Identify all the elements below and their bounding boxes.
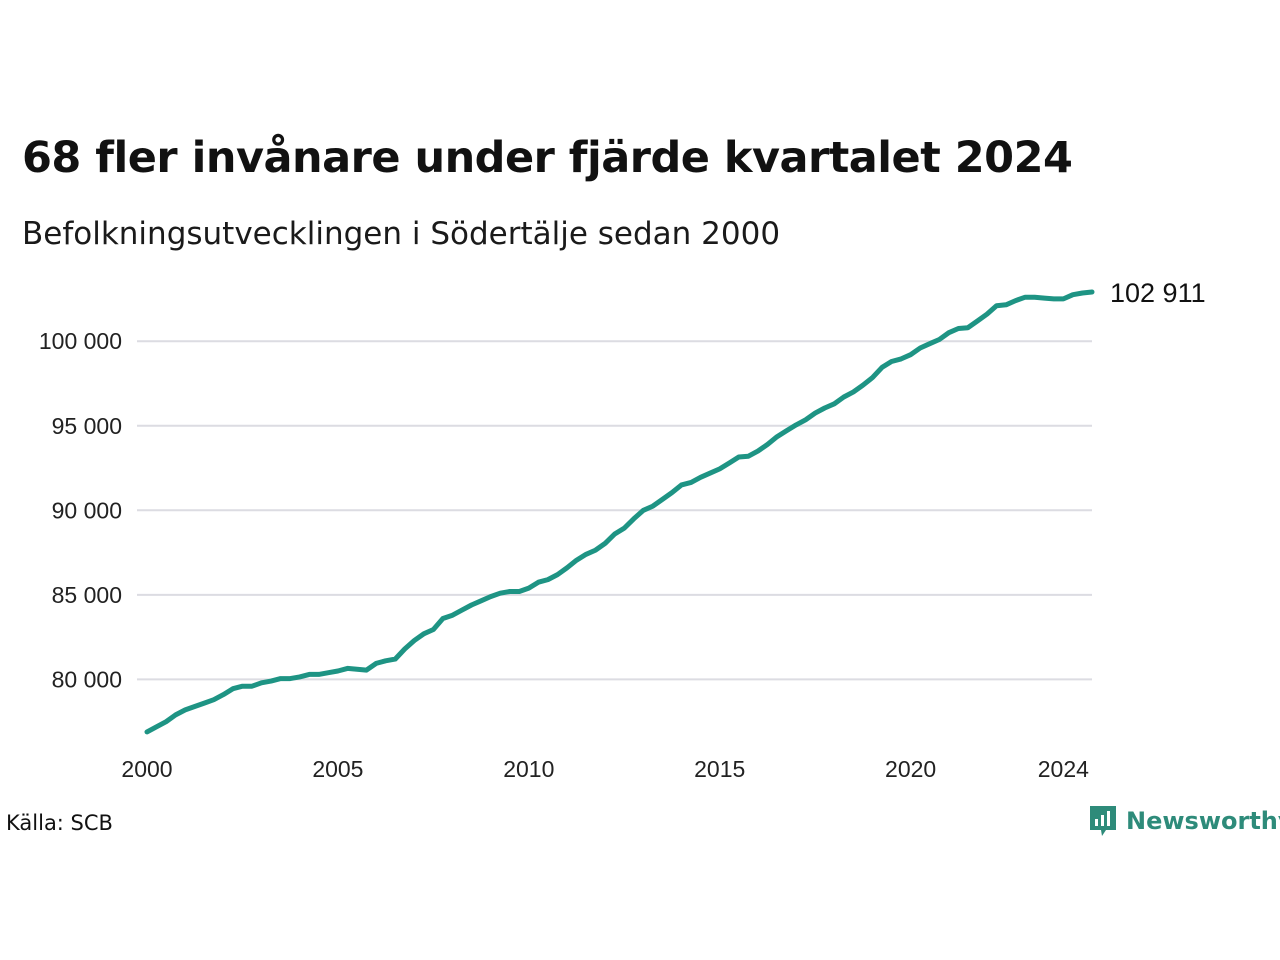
x-tick-label: 2005 [312, 756, 363, 782]
x-tick-label: 2000 [121, 756, 172, 782]
x-tick-label: 2024 [1038, 756, 1089, 782]
y-tick-label: 85 000 [52, 582, 122, 608]
x-axis-ticks: 2000 2005 2010 2015 2020 2024 [121, 756, 1089, 782]
x-tick-label: 2020 [885, 756, 936, 782]
x-tick-label: 2010 [503, 756, 554, 782]
brand-logo[interactable]: Newsworthy [1088, 804, 1280, 838]
source-note: Källa: SCB [6, 811, 113, 835]
gridlines [137, 340, 1092, 681]
end-value-label: 102 911 [1110, 278, 1206, 308]
y-tick-label: 90 000 [52, 497, 122, 523]
y-tick-label: 100 000 [39, 328, 122, 354]
newsworthy-logo-icon [1090, 806, 1116, 836]
y-tick-label: 80 000 [52, 666, 122, 692]
brand-name: Newsworthy [1126, 807, 1280, 835]
x-tick-label: 2015 [694, 756, 745, 782]
chart-subtitle: Befolkningsutvecklingen i Södertälje sed… [22, 216, 781, 252]
y-axis-ticks: 80 000 85 000 90 000 95 000 100 000 [39, 328, 122, 692]
series-group: 102 911 [144, 278, 1206, 735]
y-tick-label: 95 000 [52, 413, 122, 439]
chart-title: 68 fler invånare under fjärde kvartalet … [22, 133, 1073, 183]
population-line [144, 289, 1095, 735]
